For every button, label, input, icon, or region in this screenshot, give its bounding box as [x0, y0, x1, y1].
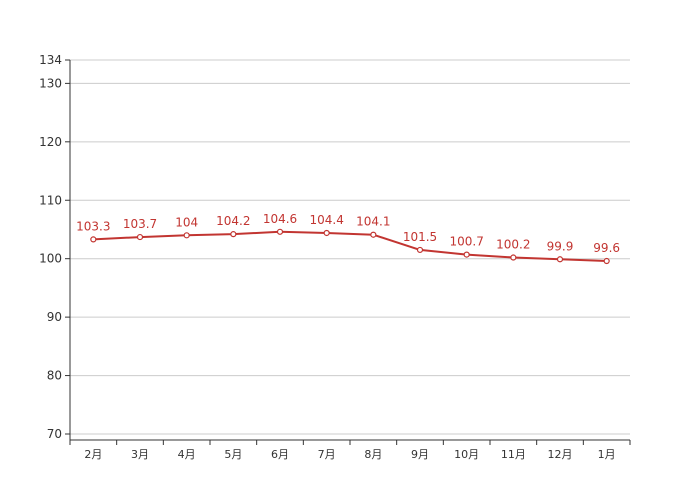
- x-tick-label: 2月: [84, 448, 102, 461]
- data-point: [603, 257, 610, 265]
- data-point: [183, 232, 190, 239]
- x-tick-label: 6月: [271, 448, 289, 461]
- y-tick-label: 100: [39, 252, 62, 266]
- data-label: 100.2: [496, 238, 530, 252]
- data-label: 104.1: [356, 215, 390, 229]
- x-tick-label: 12月: [548, 448, 573, 461]
- data-point: [323, 229, 330, 237]
- data-label: 104.2: [216, 214, 250, 228]
- data-point: [230, 231, 237, 238]
- data-label: 104.6: [263, 212, 297, 226]
- data-label: 104: [175, 215, 198, 229]
- data-point: [370, 231, 377, 238]
- data-point: [416, 246, 424, 254]
- x-tick-label: 7月: [318, 448, 336, 461]
- series-line: [93, 230, 607, 263]
- y-tick-label: 110: [39, 193, 62, 207]
- axes: [65, 59, 631, 445]
- data-point: [136, 233, 144, 241]
- data-label: 100.7: [449, 235, 483, 249]
- data-label: 104.4: [309, 213, 343, 227]
- y-tick-label: 134: [39, 53, 62, 67]
- y-tick-label: 120: [39, 135, 62, 149]
- y-tick-label: 80: [47, 369, 62, 383]
- x-tick-label: 3月: [131, 448, 149, 461]
- data-point: [276, 228, 284, 235]
- data-label: 99.9: [547, 239, 574, 253]
- x-tick-label: 4月: [178, 448, 196, 461]
- y-axis-ticks: 70 80 90 100 110 120 130 134: [39, 53, 62, 441]
- grid-lines: [70, 59, 630, 435]
- x-tick-label: 1月: [598, 448, 616, 461]
- data-point: [463, 251, 470, 258]
- y-tick-label: 70: [47, 427, 62, 441]
- data-point: [556, 256, 564, 263]
- x-tick-label: 10月: [454, 448, 479, 461]
- series-line-group: [93, 230, 607, 263]
- data-points: [90, 228, 610, 265]
- x-tick-label: 8月: [364, 448, 382, 461]
- data-point: [510, 254, 517, 261]
- y-tick-label: 90: [47, 310, 62, 324]
- x-tick-label: 9月: [411, 448, 429, 461]
- data-label: 103.3: [76, 219, 110, 233]
- data-label: 103.7: [123, 217, 157, 231]
- x-axis-ticks: 2月 3月 4月 5月 6月 7月 8月 9月 10月 11月 12月 1月: [84, 448, 615, 461]
- data-labels: 103.3 103.7 104 104.2 104.6 104.4 104.1 101.5 10…: [76, 212, 620, 255]
- y-tick-label: 130: [39, 76, 62, 90]
- x-tick-label: 11月: [501, 448, 526, 461]
- data-label: 101.5: [403, 230, 437, 244]
- x-tick-label: 5月: [224, 448, 242, 461]
- data-label: 99.6: [593, 241, 620, 255]
- data-point: [90, 236, 97, 243]
